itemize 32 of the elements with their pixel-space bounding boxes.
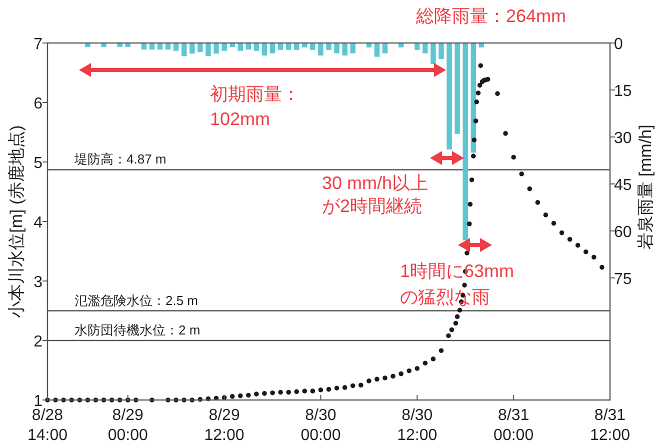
x-tick-label: 8/31 00:00 xyxy=(494,407,534,443)
y2-tick-label: 75 xyxy=(614,270,632,288)
x-tick-label: 8/28 14:00 xyxy=(27,407,68,443)
y-tick-label: 5 xyxy=(34,155,43,172)
x-tick-label: 8/29 00:00 xyxy=(108,407,148,443)
annotation: 初期雨量： xyxy=(210,84,300,104)
annotation: 総降雨量：264mm xyxy=(416,6,566,26)
annotation: 30 mm/h以上 xyxy=(322,173,428,193)
annotation: 102mm xyxy=(210,109,270,129)
x-tick-label: 8/30 12:00 xyxy=(397,407,438,443)
y-tick-label: 4 xyxy=(34,214,43,232)
y-tick-label: 3 xyxy=(34,274,43,291)
y2-tick-label: 45 xyxy=(614,176,632,194)
y2-tick-label: 30 xyxy=(614,130,632,147)
annotation: が2時間継続 xyxy=(322,196,422,216)
annotation: 1時間に63mm xyxy=(400,261,514,281)
y2-axis-title: 岩泉雨量 [mm/h] xyxy=(636,124,655,250)
y-axis-title: 小本川水位[m] (赤鹿地点) xyxy=(7,125,26,318)
ref-line-label: 氾濫危険水位：2.5 m xyxy=(74,292,198,308)
y-tick-label: 7 xyxy=(34,36,43,53)
y2-tick-label: 0 xyxy=(614,36,623,53)
x-tick-label: 8/29 12:00 xyxy=(204,407,244,443)
y2-tick-label: 60 xyxy=(614,224,632,241)
ref-line-label: 水防団待機水位：2 m xyxy=(74,322,200,338)
ref-line-label: 堤防高：4.87 m xyxy=(74,152,166,167)
annotation: の猛烈な雨 xyxy=(400,287,490,307)
y2-tick-label: 15 xyxy=(614,82,632,100)
x-tick-label: 8/31 12:00 xyxy=(590,407,630,443)
x-tick-label: 8/30 00:00 xyxy=(300,407,341,443)
y-tick-label: 1 xyxy=(34,393,43,410)
y-tick-label: 6 xyxy=(34,96,43,112)
y-tick-label: 2 xyxy=(34,334,43,350)
